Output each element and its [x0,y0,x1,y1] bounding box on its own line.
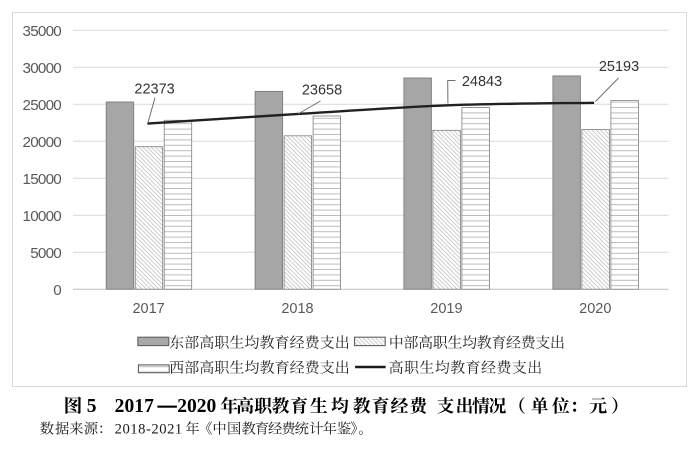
svg-text:2017: 2017 [115,396,155,417]
svg-text:0: 0 [53,282,61,299]
svg-text:2017: 2017 [132,301,164,317]
svg-text:2019: 2019 [430,301,462,317]
svg-text:30000: 30000 [23,60,62,77]
svg-text:2020: 2020 [579,301,611,317]
svg-text:25193: 25193 [599,59,639,75]
svg-text:23658: 23658 [302,82,342,98]
svg-text:2018-2021: 2018-2021 [115,422,183,438]
svg-text:20000: 20000 [23,134,62,151]
svg-text:2020: 2020 [177,396,216,417]
svg-text:22373: 22373 [134,81,174,97]
svg-text:35000: 35000 [23,23,62,40]
svg-text:25000: 25000 [23,97,62,114]
svg-text:5000: 5000 [30,245,61,262]
svg-text:15000: 15000 [23,171,62,188]
svg-text:10000: 10000 [23,208,62,225]
svg-text:5: 5 [87,396,97,417]
svg-text:2018: 2018 [281,301,313,317]
svg-text:24843: 24843 [462,74,502,90]
